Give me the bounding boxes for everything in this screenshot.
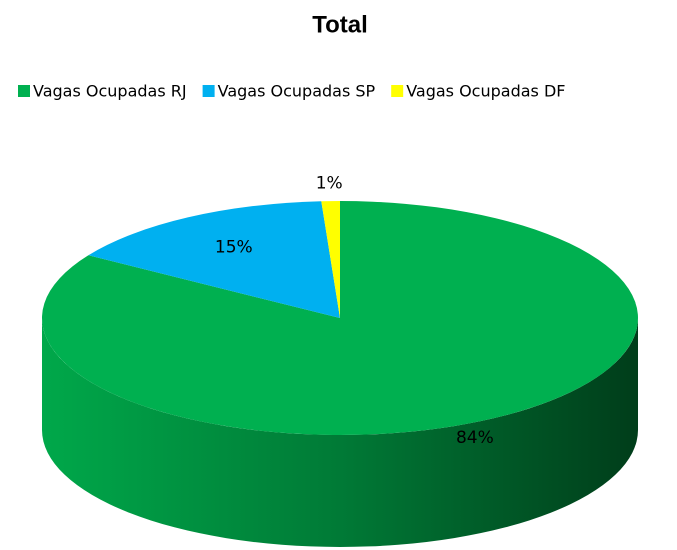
legend-label: Vagas Ocupadas SP	[218, 82, 376, 101]
legend-swatch	[202, 85, 215, 97]
legend-swatch	[391, 85, 404, 97]
legend-label: Vagas Ocupadas RJ	[33, 82, 187, 101]
chart-title: Total	[312, 11, 368, 38]
legend-swatch	[18, 85, 30, 97]
slice	[88, 201, 340, 318]
data-label: 15%	[215, 238, 253, 258]
data-label: 84%	[456, 428, 494, 448]
data-label: 1%	[316, 174, 343, 194]
slice	[321, 201, 340, 318]
slice-side	[42, 318, 638, 547]
legend-label: Vagas Ocupadas DF	[406, 82, 565, 101]
